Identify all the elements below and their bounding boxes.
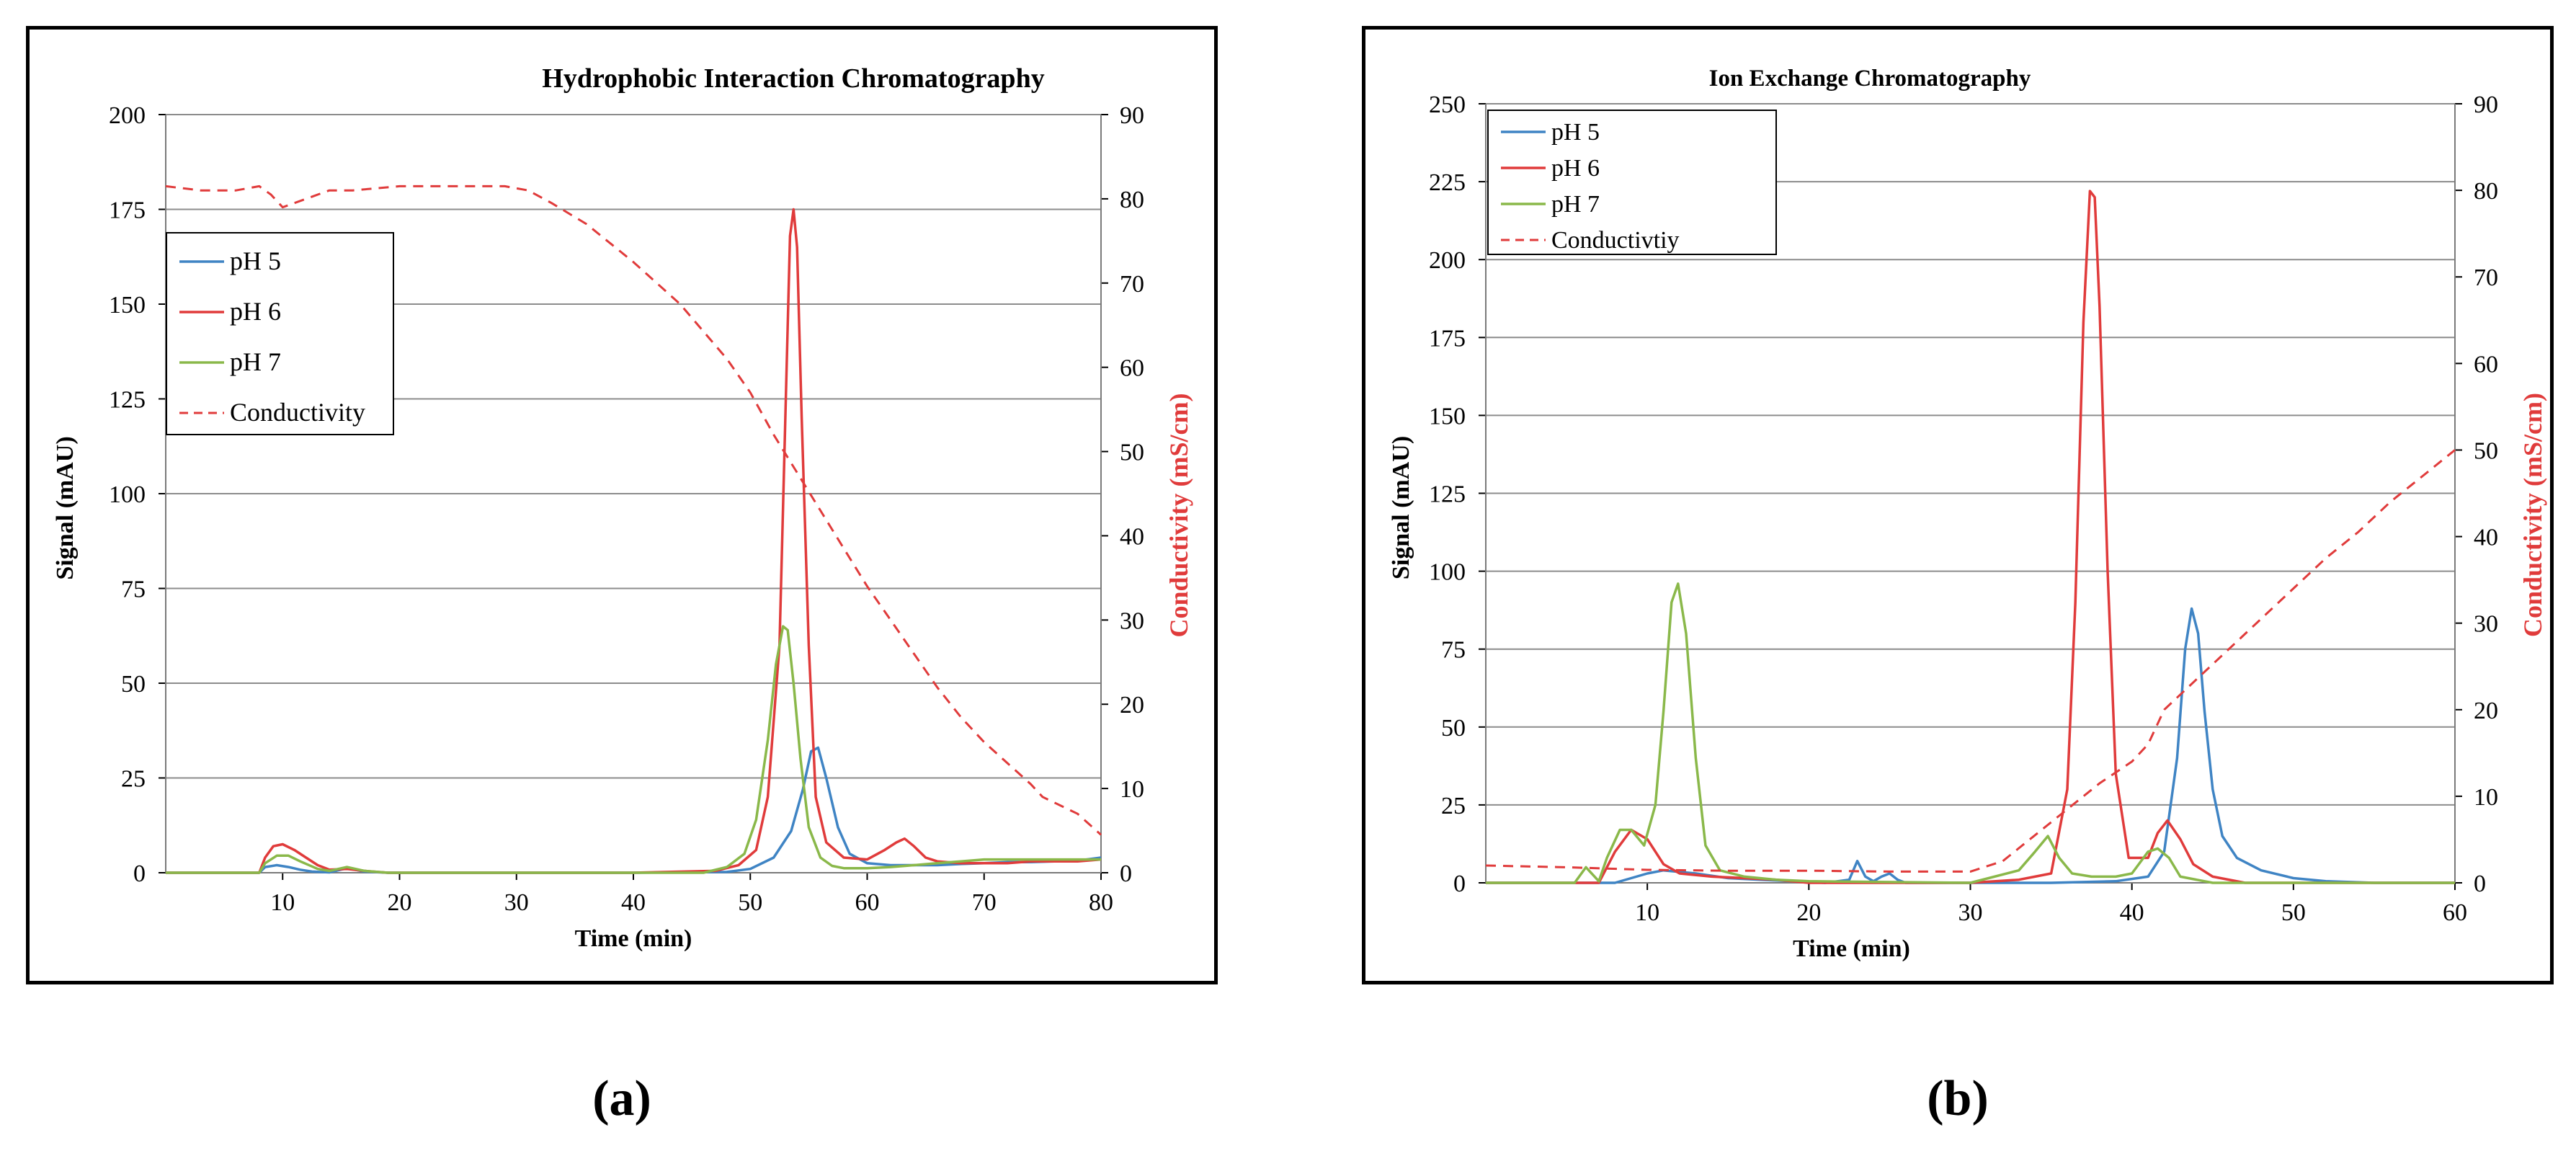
x-tick-label: 50 <box>738 889 762 916</box>
series-line-ph-7 <box>1486 582 2455 884</box>
y-tick-label: 75 <box>121 577 146 603</box>
legend-box <box>1487 110 1777 255</box>
y2-tick-label: 40 <box>1120 523 1144 550</box>
chart-panel-b: 0 25 50 75 100 125 150 175 200 225 250 0 10 20 30 40 50 6… <box>1362 26 2554 984</box>
y-tick-label: 250 <box>1429 92 1466 118</box>
x-tick-label: 30 <box>1958 899 1983 926</box>
x-tick-label: 70 <box>972 889 997 916</box>
legend-label: pH 7 <box>230 347 281 376</box>
y2-tick-label: 80 <box>1120 187 1144 213</box>
chart-hydrophobic-interaction: 0 25 50 75 100 125 150 175 200 0 10 20 30 40 50 60 70 80 9… <box>52 63 1193 952</box>
x-axis-label: Time (min) <box>575 925 692 952</box>
y-tick-label: 150 <box>1429 403 1466 430</box>
chart-ion-exchange: 0 25 50 75 100 125 150 175 200 225 250 0 10 20 30 40 50 6… <box>1388 66 2547 962</box>
legend-label: pH 5 <box>230 246 281 275</box>
y2-tick-label: 70 <box>1120 271 1144 298</box>
y-axis-label: Signal (mAU) <box>52 436 79 579</box>
y2-tick-label: 20 <box>1120 692 1144 719</box>
y-tick-label: 125 <box>109 387 146 414</box>
y2-tick-label: 30 <box>2474 611 2498 638</box>
y-axis-label: Signal (mAU) <box>1388 436 1414 579</box>
subfigure-label-a: (a) <box>592 1071 651 1126</box>
x-tick-label: 50 <box>2281 899 2306 926</box>
chart-panel-a: 0 25 50 75 100 125 150 175 200 0 10 20 30 40 50 60 70 80 9… <box>26 26 1218 984</box>
y-tick-label: 50 <box>121 671 146 698</box>
legend-label: Conductivtiy <box>1551 227 1680 254</box>
y2-tick-label: 0 <box>1120 860 1132 887</box>
y-tick-label: 200 <box>109 102 146 129</box>
x-tick-label: 80 <box>1089 889 1113 916</box>
chart-title: Hydrophobic Interaction Chromatography <box>542 63 1044 94</box>
chart-title: Ion Exchange Chromatography <box>1709 66 2031 92</box>
y2-axis-label: Conductivity (mS/cm) <box>1164 393 1193 638</box>
x-tick-label: 40 <box>621 889 646 916</box>
y2-tick-label: 60 <box>1120 355 1144 382</box>
y2-tick-label: 90 <box>1120 102 1144 129</box>
y-tick-label: 100 <box>1429 559 1466 586</box>
y-tick-label: 125 <box>1429 481 1466 508</box>
x-tick-label: 40 <box>2120 899 2144 926</box>
x-tick-label: 10 <box>1635 899 1659 926</box>
x-tick-label: 30 <box>504 889 529 916</box>
series-line-conductivity <box>1485 449 2456 873</box>
series-line-ph-6 <box>1486 190 2455 884</box>
y-tick-label: 25 <box>1441 793 1466 819</box>
y-tick-label: 200 <box>1429 247 1466 274</box>
x-tick-label: 20 <box>1796 899 1821 926</box>
y-tick-label: 225 <box>1429 169 1466 196</box>
y-tick-label: 175 <box>1429 325 1466 352</box>
x-tick-label: 20 <box>388 889 412 916</box>
y-tick-label: 175 <box>109 197 146 224</box>
subfigure-label-b: (b) <box>1927 1071 1989 1126</box>
y2-tick-label: 70 <box>2474 264 2498 291</box>
legend-box <box>166 232 394 435</box>
y-tick-label: 150 <box>109 292 146 319</box>
y2-tick-label: 80 <box>2474 178 2498 205</box>
y2-tick-label: 50 <box>2474 437 2498 464</box>
y2-axis-label: Conductivity (mS/cm) <box>2518 393 2547 637</box>
x-axis-label: Time (min) <box>1793 935 1910 962</box>
y-tick-label: 0 <box>133 860 146 887</box>
y2-tick-label: 0 <box>2474 871 2486 897</box>
legend-label: pH 7 <box>1551 191 1600 218</box>
y2-tick-label: 90 <box>2474 92 2498 118</box>
y-tick-label: 75 <box>1441 637 1466 664</box>
y-tick-label: 25 <box>121 766 146 793</box>
y2-tick-label: 10 <box>2474 784 2498 811</box>
x-tick-label: 60 <box>2443 899 2467 926</box>
legend-label: Conductivity <box>230 398 365 427</box>
series-line-ph-7 <box>166 625 1101 874</box>
y-tick-label: 100 <box>109 481 146 508</box>
x-tick-label: 10 <box>270 889 295 916</box>
series-line-ph-5 <box>166 746 1102 874</box>
y-tick-label: 0 <box>1453 871 1466 897</box>
y2-tick-label: 50 <box>1120 440 1144 466</box>
y2-tick-label: 60 <box>2474 351 2498 378</box>
y2-tick-label: 10 <box>1120 776 1144 803</box>
legend-label: pH 6 <box>1551 155 1600 182</box>
y2-tick-label: 40 <box>2474 525 2498 551</box>
y2-tick-label: 20 <box>2474 698 2498 724</box>
y-tick-label: 50 <box>1441 715 1466 742</box>
x-tick-label: 60 <box>855 889 880 916</box>
legend-label: pH 5 <box>1551 119 1600 146</box>
y2-tick-label: 30 <box>1120 608 1144 634</box>
legend-label: pH 6 <box>230 297 281 326</box>
